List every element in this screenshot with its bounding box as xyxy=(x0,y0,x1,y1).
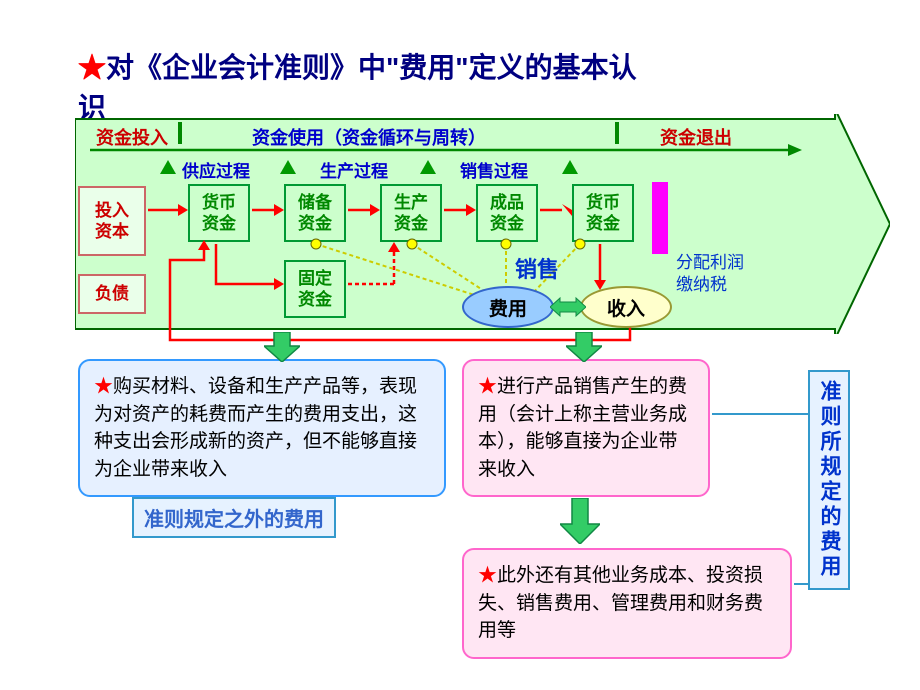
stage-produce: 生产过程 xyxy=(320,157,388,182)
triangle-3 xyxy=(420,160,436,174)
connector-right xyxy=(712,410,808,418)
right-textbox: ★进行产品销售产生的费用（会计上称主营业务成本），能够直接为企业带来收入 xyxy=(462,359,710,497)
money2-box: 货币资金 xyxy=(572,184,634,242)
triangle-1 xyxy=(160,160,176,174)
stage-sell: 销售过程 xyxy=(460,157,528,182)
triangle-2 xyxy=(280,160,296,174)
title-star: ★ xyxy=(78,52,106,83)
debt-box: 负债 xyxy=(78,274,146,314)
sales-label: 销售 xyxy=(515,252,559,284)
produce-box: 生产资金 xyxy=(380,184,442,242)
expense-oval: 费用 xyxy=(462,286,554,328)
green-down-arrow xyxy=(560,498,600,544)
finished-box: 成品资金 xyxy=(476,184,538,242)
bottom-textbox: ★此外还有其他业务成本、投资损失、销售费用、管理费用和财务费用等 xyxy=(462,548,792,659)
connector-bottom xyxy=(794,580,810,588)
capital-box: 投入 资本 xyxy=(78,186,146,256)
phase-sep-1 xyxy=(178,122,182,144)
phase-sep-2 xyxy=(615,122,619,144)
vertical-label: 准则所规定的费用 xyxy=(808,370,850,590)
long-green-arrow xyxy=(90,144,802,156)
triangle-4 xyxy=(562,160,578,174)
fixed-box: 固定资金 xyxy=(284,260,346,318)
money1-box: 货币资金 xyxy=(188,184,250,242)
left-textbox: ★购买材料、设备和生产产品等，表现为对资产的耗费而产生的费用支出，这种支出会形成… xyxy=(78,359,446,497)
title: ★对《企业会计准则》中"费用"定义的基本认 xyxy=(78,48,637,87)
green-down-arrow-right xyxy=(566,332,602,362)
income-oval: 收入 xyxy=(580,286,672,328)
pink-bar xyxy=(652,182,668,254)
reserve-box: 储备资金 xyxy=(284,184,346,242)
outside-label: 准则规定之外的费用 xyxy=(132,497,336,538)
profit-label: 分配利润 缴纳税 xyxy=(676,252,744,296)
title-text1: 对《企业会计准则》中"费用"定义的基本认 xyxy=(106,52,637,83)
stage-supply: 供应过程 xyxy=(182,157,250,182)
double-arrow-icon xyxy=(550,296,586,318)
green-down-arrow-left xyxy=(264,332,300,362)
